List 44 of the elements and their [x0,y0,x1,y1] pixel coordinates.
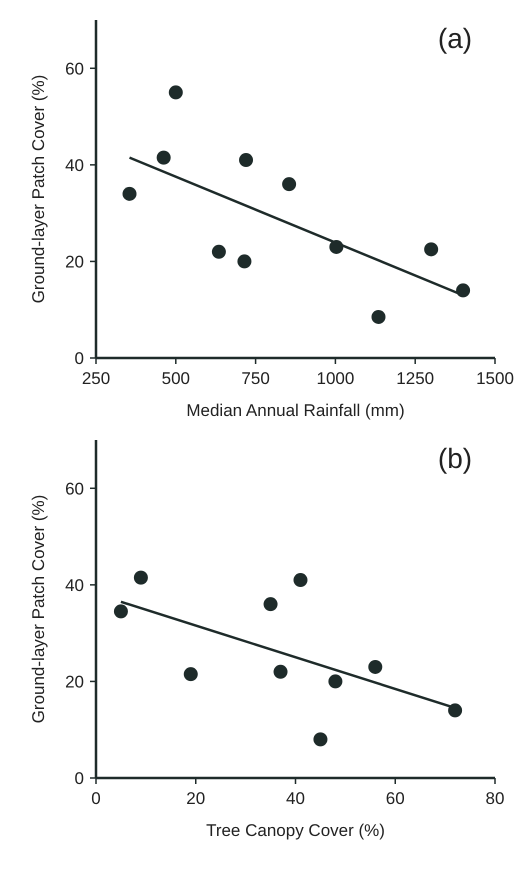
point [237,254,252,268]
y-axis-title: Ground-layer Patch Cover (%) [29,494,48,724]
x-axis-title: Median Annual Rainfall (mm) [186,401,405,420]
y-tick-label: 60 [65,59,84,78]
y-tick-label: 20 [65,252,84,272]
point [328,674,342,688]
point [282,177,296,192]
y-tick-label: 20 [65,672,84,692]
y-tick-label: 0 [74,769,84,788]
y-tick-label: 40 [65,576,84,595]
y-axis-title: Ground-layer Patch Cover (%) [29,74,48,304]
y-tick-label: 0 [74,349,84,368]
x-tick-label: 1250 [396,369,434,388]
point [368,660,382,674]
point [424,242,438,256]
point [122,186,137,201]
point [184,667,198,682]
x-axis-title: Tree Canopy Cover (%) [206,821,385,840]
point [114,604,128,618]
point [239,153,254,168]
x-tick-label: 20 [186,789,206,808]
x-tick-label: 40 [286,789,305,808]
x-tick-label: 250 [82,369,110,388]
x-tick-label: 1500 [476,369,514,388]
x-tick-label: 500 [162,369,190,388]
y-tick-label: 40 [65,156,84,175]
point [371,310,386,324]
point [313,732,328,746]
x-tick-label: 80 [486,789,504,808]
annotation: (b) [438,443,472,474]
x-tick-label: 1000 [316,369,354,388]
x-tick-label: 750 [241,369,270,388]
annotation: (a) [438,23,472,54]
y-tick-label: 60 [65,479,84,498]
point [264,597,278,612]
point [212,244,226,259]
point [293,573,308,588]
point [134,570,148,585]
x-tick-label: 60 [386,789,405,808]
point [168,85,183,100]
x-tick-label: 0 [91,789,101,808]
point [156,150,171,165]
point [274,664,288,679]
point [448,703,462,718]
